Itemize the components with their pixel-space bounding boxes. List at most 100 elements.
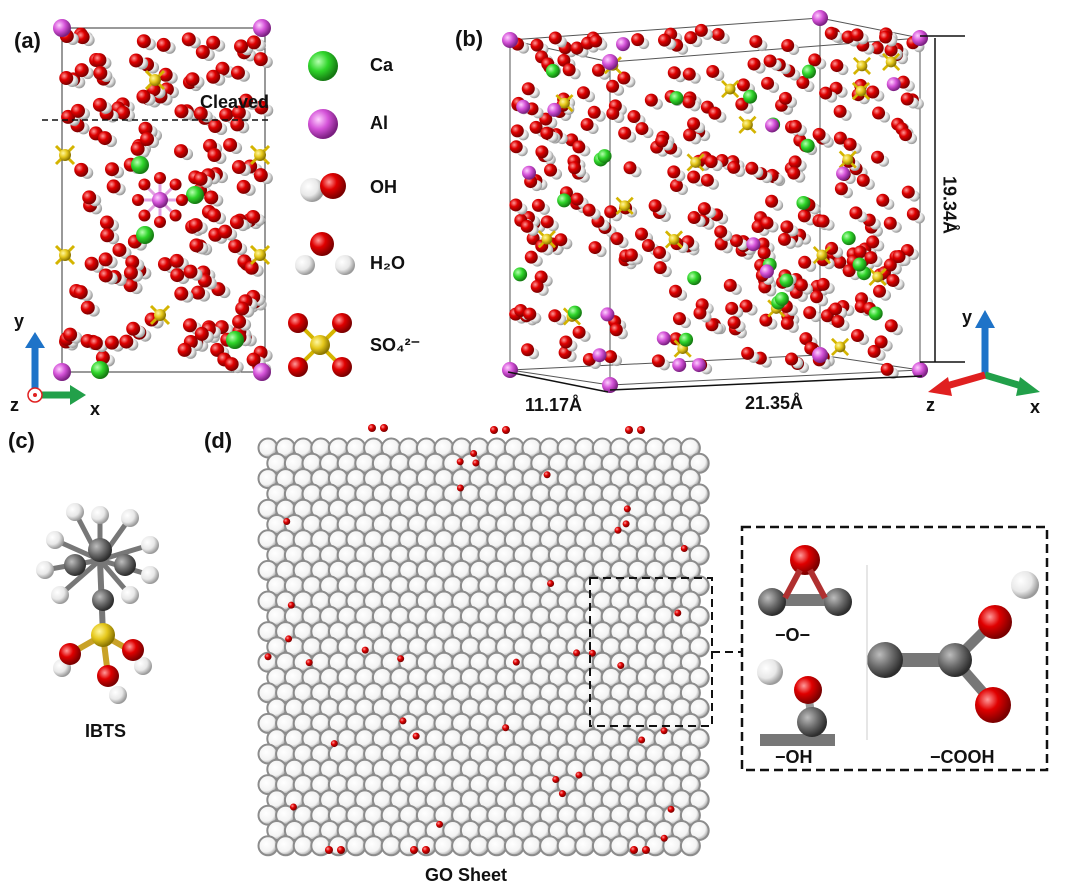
atom [521,82,535,96]
ring [257,835,279,857]
atom [562,63,576,77]
atom [59,249,71,261]
axis-label: y [962,307,972,327]
atom [658,33,672,47]
atom [672,312,686,326]
atom [780,316,794,330]
ring [679,590,701,612]
atom [285,635,293,643]
atom [727,316,741,330]
atom [580,117,594,131]
axis-label: x [1030,397,1040,417]
atom [867,344,881,358]
atom [470,450,478,458]
ring [688,728,710,750]
atom [870,41,884,55]
atom [559,335,573,349]
atom [864,251,878,265]
atom [635,227,649,241]
ring [468,835,490,857]
atom [912,362,928,378]
atom [368,424,376,432]
ring [539,835,561,857]
atom [833,104,847,118]
atom [708,106,722,120]
atom [174,144,189,159]
atom [63,327,78,342]
atom [295,255,315,275]
atom [177,342,192,357]
atom [568,161,582,175]
atom [816,277,830,291]
atom [724,83,736,95]
atom [246,209,261,224]
atom [680,544,688,552]
arrow-head [25,332,45,348]
atom [557,193,572,208]
atom [422,846,430,854]
atom [852,257,867,272]
atom [287,601,295,609]
atom [868,306,883,321]
atom [833,255,847,269]
atom [75,30,90,45]
atom [235,301,250,316]
atom [70,103,85,118]
atom [781,38,795,52]
atom [114,554,136,576]
atom [210,342,225,357]
ring [688,789,710,811]
atom [867,642,903,678]
atom [100,228,115,243]
atom [226,331,244,349]
atom [641,239,655,253]
atom [154,172,166,184]
atom [554,233,568,247]
atom [152,192,168,208]
atom [587,105,601,119]
atom [545,63,560,78]
atom [693,306,707,320]
atom [606,106,620,120]
atom [231,160,246,175]
atom [777,232,791,246]
dimension-label: 19.34Å [939,176,959,234]
atom [92,97,107,112]
atom [589,34,603,48]
legend-label: OH [370,177,397,197]
atom [669,284,683,298]
ring [679,804,701,826]
atom [559,97,570,109]
legend-label: SO₄²⁻ [370,335,420,355]
atom [623,161,637,175]
atom [513,267,528,282]
atom [325,846,333,854]
atom [892,249,906,263]
atom [176,194,188,206]
atom [816,249,828,261]
atom [530,38,544,52]
atom [575,771,583,779]
atom [660,834,668,842]
atom [502,362,518,378]
atom [136,226,154,244]
atom [80,300,95,315]
atom [238,93,253,108]
atom [635,122,649,136]
atom [36,561,54,579]
atom [74,63,89,78]
atom [119,334,134,349]
atom [667,165,681,179]
atom [745,161,759,175]
atom [548,31,562,45]
atom [141,566,159,584]
ring [679,498,701,520]
atom [138,209,151,222]
atom [856,173,870,187]
atom [123,265,138,280]
atom [700,173,714,187]
axis-label: z [10,395,19,415]
ring [688,575,710,597]
atom [796,76,810,90]
atom [204,190,219,205]
